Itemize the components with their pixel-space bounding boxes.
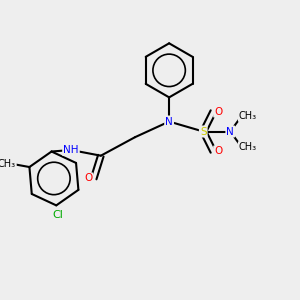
Text: CH₃: CH₃ xyxy=(239,111,257,121)
Text: S: S xyxy=(200,127,207,136)
Text: CH₃: CH₃ xyxy=(239,142,257,152)
Text: O: O xyxy=(84,173,92,184)
Text: N: N xyxy=(226,127,234,136)
Text: CH₃: CH₃ xyxy=(0,159,16,169)
Text: NH: NH xyxy=(63,145,79,155)
Text: Cl: Cl xyxy=(52,210,63,220)
Text: O: O xyxy=(214,106,223,117)
Text: O: O xyxy=(214,146,223,156)
Text: N: N xyxy=(165,116,173,127)
